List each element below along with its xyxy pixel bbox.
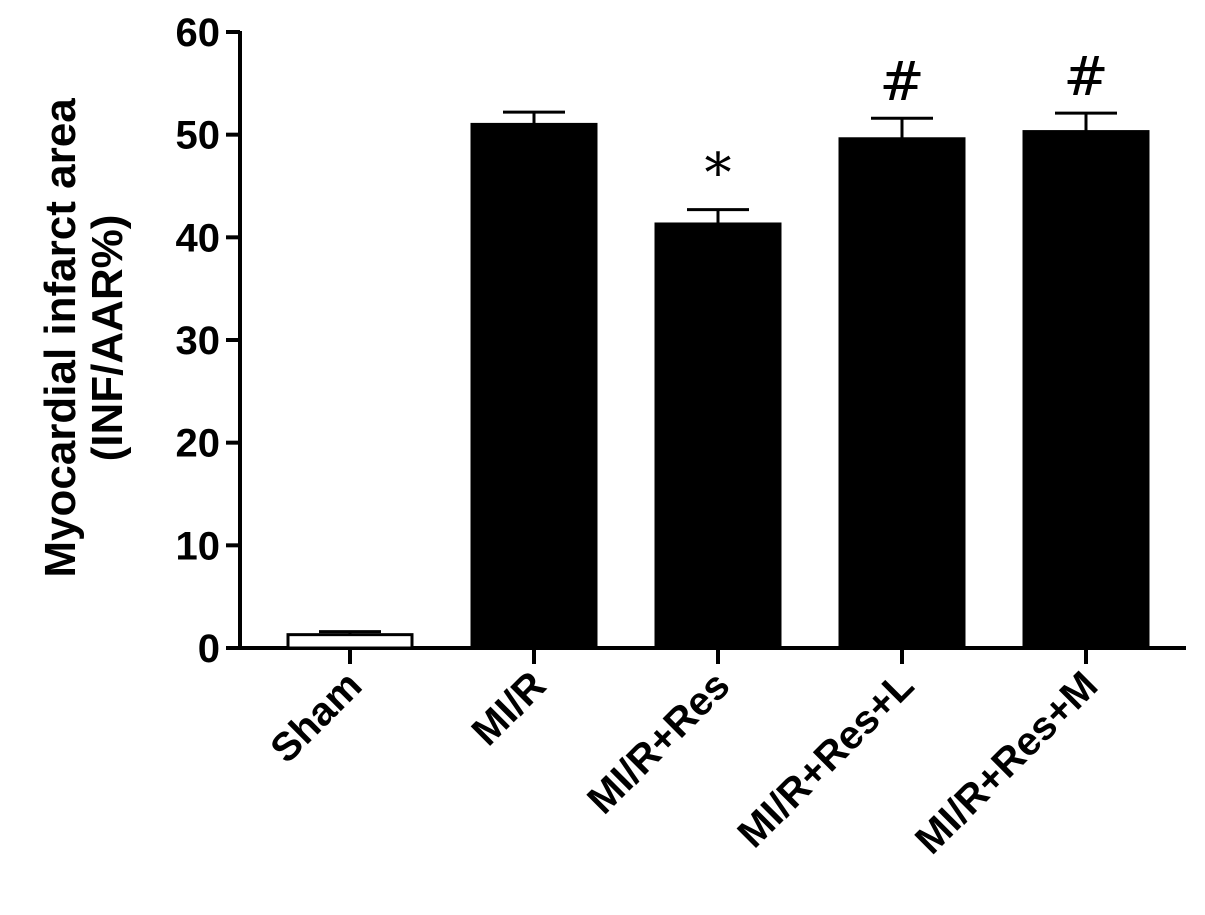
y-axis-label-line-2: (INF/AAR%) bbox=[83, 215, 132, 462]
bar-mi-r bbox=[470, 122, 598, 650]
significance-marker: # bbox=[1063, 45, 1108, 108]
y-tick-label: 0 bbox=[198, 627, 220, 671]
bar-mi-r-res-l bbox=[838, 137, 966, 650]
y-tick-label: 20 bbox=[176, 422, 221, 466]
y-tick-label: 50 bbox=[176, 114, 221, 158]
x-category-label: MI/R+Res+M bbox=[907, 663, 1106, 862]
x-category-label: MI/R bbox=[464, 663, 555, 754]
y-tick-label: 60 bbox=[176, 11, 221, 55]
bar-mi-r-res bbox=[654, 222, 782, 650]
y-tick-label: 30 bbox=[176, 319, 221, 363]
x-category-label: MI/R+Res+L bbox=[729, 663, 922, 856]
x-category-label: Sham bbox=[262, 663, 370, 771]
y-tick-label: 40 bbox=[176, 216, 221, 260]
significance-marker: # bbox=[879, 50, 924, 113]
y-axis-label-line-1: Myocardial infarct area bbox=[36, 98, 85, 578]
x-category-label: MI/R+Res bbox=[579, 663, 738, 822]
bar-mi-r-res-m bbox=[1022, 130, 1150, 650]
bar-sham bbox=[286, 633, 414, 650]
y-tick-label: 10 bbox=[176, 524, 221, 568]
significance-marker: * bbox=[705, 142, 732, 205]
